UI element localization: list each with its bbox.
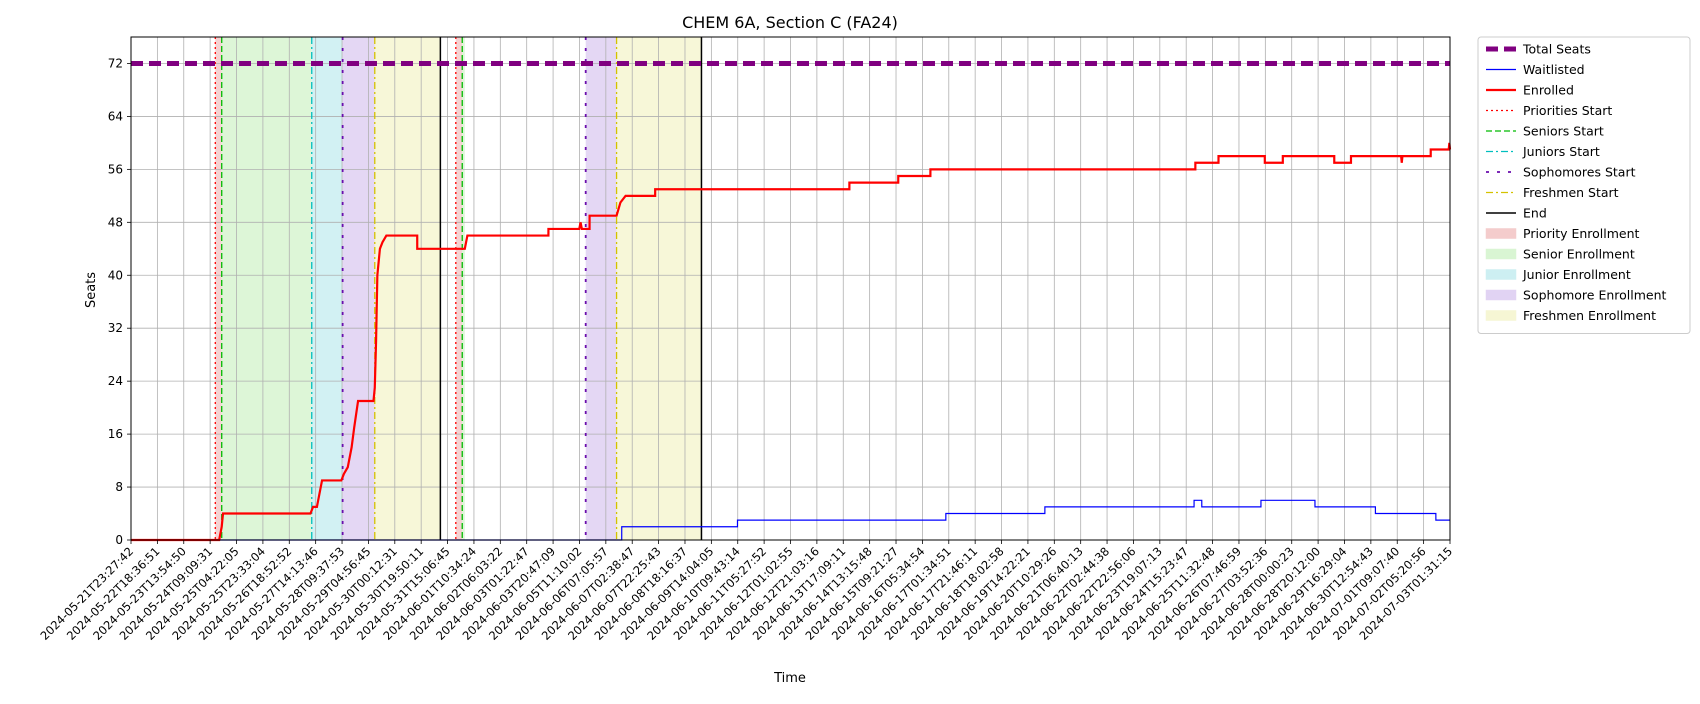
- legend-label-priority-enrollment: Priority Enrollment: [1523, 226, 1640, 241]
- legend-label-senior-enrollment: Senior Enrollment: [1523, 247, 1635, 262]
- legend-label-sophomores-start: Sophomores Start: [1523, 165, 1636, 180]
- series-layer: [131, 142, 1452, 542]
- phase-start-lines: [214, 37, 703, 540]
- y-tick-label: 72: [108, 56, 123, 70]
- legend-swatch-sophomore-enrollment: [1485, 289, 1517, 301]
- y-tick-label: 40: [108, 268, 123, 282]
- y-tick-label: 64: [108, 109, 123, 123]
- legend-swatch-freshmen-enrollment: [1485, 310, 1517, 321]
- legend-label-total-seats: Total Seats: [1522, 42, 1591, 57]
- legend-label-waitlisted: Waitlisted: [1523, 62, 1585, 77]
- y-tick-label: 32: [108, 321, 123, 335]
- legend-label-sophomore-enrollment: Sophomore Enrollment: [1523, 288, 1667, 303]
- y-tick-label: 56: [108, 162, 123, 176]
- legend-label-freshmen-start: Freshmen Start: [1523, 185, 1619, 200]
- legend-label-juniors-start: Juniors Start: [1522, 144, 1600, 159]
- y-axis-ticks: 0 8 16 24 32 40 48 56 64 72: [108, 56, 131, 547]
- sophomore-enrollment-band: [585, 37, 617, 540]
- junior-enrollment-band: [311, 37, 343, 540]
- legend-swatch-junior-enrollment: [1485, 269, 1517, 280]
- y-tick-label: 24: [108, 374, 123, 388]
- y-tick-label: 8: [115, 480, 123, 494]
- priority-enrollment-band: [215, 37, 222, 540]
- sophomore-enrollment-band: [342, 37, 375, 540]
- legend-label-seniors-start: Seniors Start: [1523, 124, 1604, 139]
- y-tick-label: 16: [108, 427, 123, 441]
- phase-shading: [215, 37, 702, 540]
- freshmen-enrollment-band: [616, 37, 702, 540]
- senior-enrollment-band: [221, 37, 312, 540]
- legend-label-freshmen-enrollment: Freshmen Enrollment: [1523, 308, 1656, 323]
- legend-label-priorities-start: Priorities Start: [1523, 103, 1612, 118]
- freshmen-enrollment-band: [374, 37, 441, 540]
- y-axis-label: Seats: [84, 272, 99, 308]
- priority-enrollment-band: [455, 37, 463, 540]
- x-axis-label: Time: [773, 671, 806, 686]
- waitlisted-series-line: [131, 499, 1450, 541]
- legend: Total Seats Waitlisted Enrolled Priorities …: [1477, 36, 1691, 334]
- y-tick-label: 48: [108, 215, 123, 229]
- enrolled-series-line: [131, 142, 1452, 542]
- legend-label-junior-enrollment: Junior Enrollment: [1522, 267, 1631, 282]
- legend-swatch-priority-enrollment: [1485, 228, 1517, 239]
- legend-label-enrolled: Enrolled: [1523, 83, 1574, 98]
- legend-label-end: End: [1523, 206, 1547, 221]
- legend-box: [1477, 36, 1691, 334]
- y-tick-label: 0: [115, 533, 123, 547]
- senior-enrollment-band: [462, 37, 465, 540]
- grid: [130, 37, 1451, 541]
- legend-swatch-senior-enrollment: [1485, 248, 1517, 260]
- chart-title: CHEM 6A, Section C (FA24): [682, 13, 898, 32]
